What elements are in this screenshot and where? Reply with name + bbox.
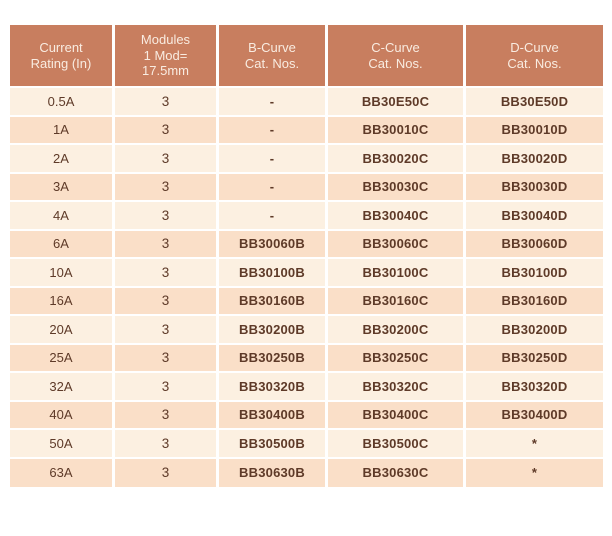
table-row: 32A 3 BB30320B BB30320C BB30320D <box>10 373 603 402</box>
cell-current-rating: 2A <box>10 145 112 174</box>
cell-c-curve: BB30200C <box>325 316 463 345</box>
cell-d-curve: * <box>463 430 603 459</box>
table-body: 0.5A 3 - BB30E50C BB30E50D 1A 3 - BB3001… <box>10 88 603 487</box>
cell-current-rating: 3A <box>10 173 112 202</box>
cell-b-curve: BB30630B <box>216 458 325 487</box>
cell-current-rating: 16A <box>10 287 112 316</box>
cell-modules: 3 <box>112 202 216 231</box>
cell-d-curve: BB30E50D <box>463 88 603 117</box>
cell-b-curve: BB30400B <box>216 401 325 430</box>
cell-c-curve: BB30E50C <box>325 88 463 117</box>
cell-d-curve: BB30160D <box>463 287 603 316</box>
cell-current-rating: 0.5A <box>10 88 112 117</box>
cell-c-curve: BB30010C <box>325 116 463 145</box>
cell-c-curve: BB30250C <box>325 344 463 373</box>
column-header-d-curve: D-Curve Cat. Nos. <box>463 25 603 88</box>
cell-b-curve: BB30100B <box>216 259 325 288</box>
cell-modules: 3 <box>112 287 216 316</box>
cell-b-curve: BB30500B <box>216 430 325 459</box>
cell-d-curve: BB30010D <box>463 116 603 145</box>
cell-b-curve: - <box>216 173 325 202</box>
cell-b-curve: BB30060B <box>216 230 325 259</box>
cell-modules: 3 <box>112 316 216 345</box>
cell-d-curve: BB30200D <box>463 316 603 345</box>
cell-current-rating: 25A <box>10 344 112 373</box>
cell-d-curve: BB30400D <box>463 401 603 430</box>
table-row: 1A 3 - BB30010C BB30010D <box>10 116 603 145</box>
cell-b-curve: BB30200B <box>216 316 325 345</box>
table-row: 40A 3 BB30400B BB30400C BB30400D <box>10 401 603 430</box>
cell-d-curve: BB30250D <box>463 344 603 373</box>
cell-d-curve: * <box>463 458 603 487</box>
table-row: 20A 3 BB30200B BB30200C BB30200D <box>10 316 603 345</box>
cell-c-curve: BB30060C <box>325 230 463 259</box>
cell-current-rating: 1A <box>10 116 112 145</box>
column-header-current-rating: Current Rating (In) <box>10 25 112 88</box>
cell-current-rating: 32A <box>10 373 112 402</box>
header-row: Current Rating (In) Modules 1 Mod= 17.5m… <box>10 25 603 88</box>
table-row: 50A 3 BB30500B BB30500C * <box>10 430 603 459</box>
cell-d-curve: BB30040D <box>463 202 603 231</box>
cell-d-curve: BB30060D <box>463 230 603 259</box>
cell-c-curve: BB30320C <box>325 373 463 402</box>
table-row: 3A 3 - BB30030C BB30030D <box>10 173 603 202</box>
column-header-b-curve: B-Curve Cat. Nos. <box>216 25 325 88</box>
cell-modules: 3 <box>112 430 216 459</box>
cell-b-curve: BB30160B <box>216 287 325 316</box>
table-row: 4A 3 - BB30040C BB30040D <box>10 202 603 231</box>
cell-current-rating: 63A <box>10 458 112 487</box>
cell-c-curve: BB30400C <box>325 401 463 430</box>
cell-current-rating: 6A <box>10 230 112 259</box>
cell-modules: 3 <box>112 173 216 202</box>
cell-current-rating: 10A <box>10 259 112 288</box>
cell-b-curve: - <box>216 145 325 174</box>
cell-c-curve: BB30160C <box>325 287 463 316</box>
cell-d-curve: BB30320D <box>463 373 603 402</box>
cell-d-curve: BB30100D <box>463 259 603 288</box>
column-header-modules: Modules 1 Mod= 17.5mm <box>112 25 216 88</box>
cell-modules: 3 <box>112 373 216 402</box>
cell-c-curve: BB30030C <box>325 173 463 202</box>
cell-modules: 3 <box>112 259 216 288</box>
cell-b-curve: BB30250B <box>216 344 325 373</box>
cell-c-curve: BB30500C <box>325 430 463 459</box>
cell-b-curve: - <box>216 202 325 231</box>
cell-modules: 3 <box>112 401 216 430</box>
cell-modules: 3 <box>112 145 216 174</box>
cell-c-curve: BB30100C <box>325 259 463 288</box>
cell-b-curve: - <box>216 116 325 145</box>
table-row: 0.5A 3 - BB30E50C BB30E50D <box>10 88 603 117</box>
table-row: 25A 3 BB30250B BB30250C BB30250D <box>10 344 603 373</box>
cell-d-curve: BB30020D <box>463 145 603 174</box>
catalog-table: Current Rating (In) Modules 1 Mod= 17.5m… <box>10 25 603 487</box>
cell-modules: 3 <box>112 230 216 259</box>
cell-b-curve: BB30320B <box>216 373 325 402</box>
cell-current-rating: 20A <box>10 316 112 345</box>
table-row: 10A 3 BB30100B BB30100C BB30100D <box>10 259 603 288</box>
cell-current-rating: 50A <box>10 430 112 459</box>
column-header-c-curve: C-Curve Cat. Nos. <box>325 25 463 88</box>
cell-current-rating: 40A <box>10 401 112 430</box>
cell-c-curve: BB30020C <box>325 145 463 174</box>
table-row: 6A 3 BB30060B BB30060C BB30060D <box>10 230 603 259</box>
table-header: Current Rating (In) Modules 1 Mod= 17.5m… <box>10 25 603 88</box>
cell-modules: 3 <box>112 458 216 487</box>
cell-current-rating: 4A <box>10 202 112 231</box>
cell-d-curve: BB30030D <box>463 173 603 202</box>
cell-c-curve: BB30630C <box>325 458 463 487</box>
cell-modules: 3 <box>112 344 216 373</box>
cell-c-curve: BB30040C <box>325 202 463 231</box>
table-row: 63A 3 BB30630B BB30630C * <box>10 458 603 487</box>
cell-modules: 3 <box>112 88 216 117</box>
table-row: 2A 3 - BB30020C BB30020D <box>10 145 603 174</box>
cell-modules: 3 <box>112 116 216 145</box>
cell-b-curve: - <box>216 88 325 117</box>
table-row: 16A 3 BB30160B BB30160C BB30160D <box>10 287 603 316</box>
